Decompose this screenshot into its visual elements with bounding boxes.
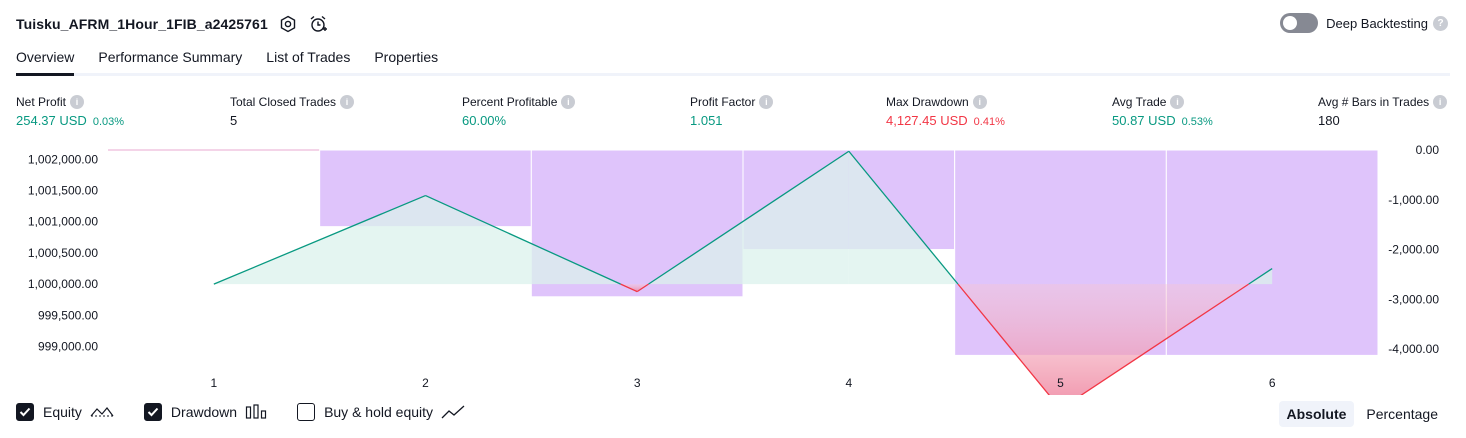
help-icon[interactable]: ?: [1433, 15, 1448, 31]
metric-value: 4,127.45 USD: [886, 113, 968, 128]
tab-list-of-trades[interactable]: List of Trades: [266, 49, 351, 65]
info-icon[interactable]: i: [340, 94, 355, 109]
buy-hold-checkbox[interactable]: [297, 403, 316, 421]
x-axis-tick-label: 1: [210, 376, 217, 390]
info-icon[interactable]: i: [759, 94, 774, 109]
absolute-button[interactable]: Absolute: [1278, 401, 1355, 427]
value-mode-switch: Absolute Percentage: [1275, 401, 1447, 427]
settings-icon[interactable]: [278, 14, 298, 34]
deep-backtesting-toggle[interactable]: [1280, 13, 1319, 33]
equity-line-segment: [648, 150, 850, 285]
tab-overview[interactable]: Overview: [16, 46, 75, 76]
equity-line-segment: [848, 150, 959, 285]
bar-chart-icon: [245, 404, 267, 420]
info-icon[interactable]: i: [1433, 94, 1448, 109]
strategy-title: Tuisku_AFRM_1Hour_1FIB_a2425761: [16, 16, 268, 32]
metric-net-profit: Net Profit i 254.37 USD 0.03%: [16, 94, 124, 129]
metric-profit-factor: Profit Factor i 1.051: [690, 94, 774, 129]
legend-drawdown-label: Drawdown: [170, 404, 238, 420]
left-axis-tick-label: 1,001,000.00: [28, 215, 98, 229]
metric-value: 50.87 USD: [1112, 113, 1176, 128]
metric-label: Avg Trade: [1112, 94, 1167, 109]
metric-avg-bars: Avg # Bars in Trades i 180: [1318, 94, 1448, 129]
info-icon[interactable]: i: [1170, 94, 1185, 109]
legend-drawdown[interactable]: Drawdown: [143, 403, 267, 421]
tab-performance-summary[interactable]: Performance Summary: [98, 49, 243, 65]
deep-backtesting-label: Deep Backtesting: [1326, 15, 1428, 31]
x-axis-tick-label: 2: [422, 376, 429, 390]
legend-equity-label: Equity: [43, 404, 82, 420]
drawdown-checkbox[interactable]: [143, 403, 162, 421]
x-axis-tick-label: 6: [1269, 376, 1276, 390]
report-tabs: Overview Performance Summary List of Tra…: [16, 46, 1450, 76]
equity-line-icon: [90, 404, 114, 420]
metric-percent: 0.53%: [1181, 116, 1213, 128]
strategy-header: Tuisku_AFRM_1Hour_1FIB_a2425761: [16, 12, 328, 36]
info-icon[interactable]: i: [972, 94, 987, 109]
metric-percent-profitable: Percent Profitable i 60.00%: [462, 94, 576, 129]
drawdown-bar: [1165, 149, 1379, 356]
right-axis-tick-label: -4,000.00: [1388, 342, 1439, 356]
metric-value: 254.37 USD: [16, 113, 87, 128]
equity-checkbox[interactable]: [16, 403, 34, 421]
metric-percent: 0.03%: [92, 116, 125, 128]
metric-total-closed-trades: Total Closed Trades i 5: [230, 94, 355, 129]
equity-line-segment: [957, 283, 1062, 410]
right-axis-tick-label: -3,000.00: [1388, 292, 1439, 306]
equity-area-down: [637, 284, 649, 292]
metric-value: 5: [230, 113, 238, 128]
metric-avg-trade: Avg Trade i 50.87 USD 0.53%: [1112, 94, 1213, 129]
legend-equity[interactable]: Equity: [16, 403, 114, 421]
metric-value: 60.00%: [462, 113, 507, 128]
metric-label: Net Profit: [16, 94, 67, 109]
metric-percent: 0.41%: [973, 116, 1005, 128]
info-icon[interactable]: i: [70, 94, 85, 109]
metric-label: Total Closed Trades: [230, 94, 337, 109]
left-axis-tick-label: 1,002,000.00: [28, 152, 98, 166]
metric-label: Max Drawdown: [886, 94, 969, 109]
metric-value: 1.051: [690, 113, 723, 128]
x-axis-tick-label: 5: [1057, 376, 1064, 390]
metric-label: Percent Profitable: [462, 94, 558, 109]
x-axis-tick-label: 4: [845, 376, 852, 390]
equity-line-segment: [636, 283, 649, 293]
alarm-add-icon[interactable]: [308, 14, 328, 34]
metric-max-drawdown: Max Drawdown i 4,127.45 USD 0.41%: [886, 94, 1005, 129]
x-axis-tick-label: 3: [634, 376, 641, 390]
deep-backtesting: Deep Backtesting ?: [1280, 13, 1448, 33]
equity-line-segment: [213, 194, 426, 285]
left-axis-tick-label: 1,000,000.00: [28, 277, 98, 291]
equity-line-segment: [425, 194, 621, 285]
right-axis-tick-label: 0.00: [1416, 143, 1440, 157]
trend-line-icon: [441, 404, 465, 420]
legend-buy-hold-label: Buy & hold equity: [324, 404, 434, 420]
equity-line-segment: [620, 283, 638, 293]
equity-area-down: [620, 284, 638, 292]
left-axis-tick-label: 999,500.00: [38, 308, 98, 322]
left-axis-tick-label: 1,001,500.00: [28, 184, 98, 198]
metric-value: 180: [1318, 113, 1340, 128]
right-axis-tick-label: -2,000.00: [1388, 243, 1439, 257]
equity-line-segment: [1060, 283, 1250, 410]
metric-label: Profit Factor: [690, 94, 756, 109]
equity-line-segment: [1248, 267, 1273, 285]
right-axis-tick-label: -1,000.00: [1388, 193, 1439, 207]
legend-buy-hold[interactable]: Buy & hold equity: [297, 403, 465, 421]
equity-chart[interactable]: 1,002,000.00 1,001,500.00 1,001,000.00 1,00…: [0, 140, 1466, 410]
left-axis-tick-label: 1,000,500.00: [28, 246, 98, 260]
chart-legend: Equity Drawdown Buy & hold equity: [16, 403, 495, 421]
info-icon[interactable]: i: [561, 94, 576, 109]
left-axis-tick-label: 999,000.00: [38, 340, 98, 354]
equity-chart-svg: 1,002,000.00 1,001,500.00 1,001,000.00 1,00…: [28, 143, 1440, 410]
tab-properties[interactable]: Properties: [374, 49, 439, 65]
percentage-button[interactable]: Percentage: [1366, 406, 1438, 422]
metric-label: Avg # Bars in Trades: [1318, 94, 1430, 109]
